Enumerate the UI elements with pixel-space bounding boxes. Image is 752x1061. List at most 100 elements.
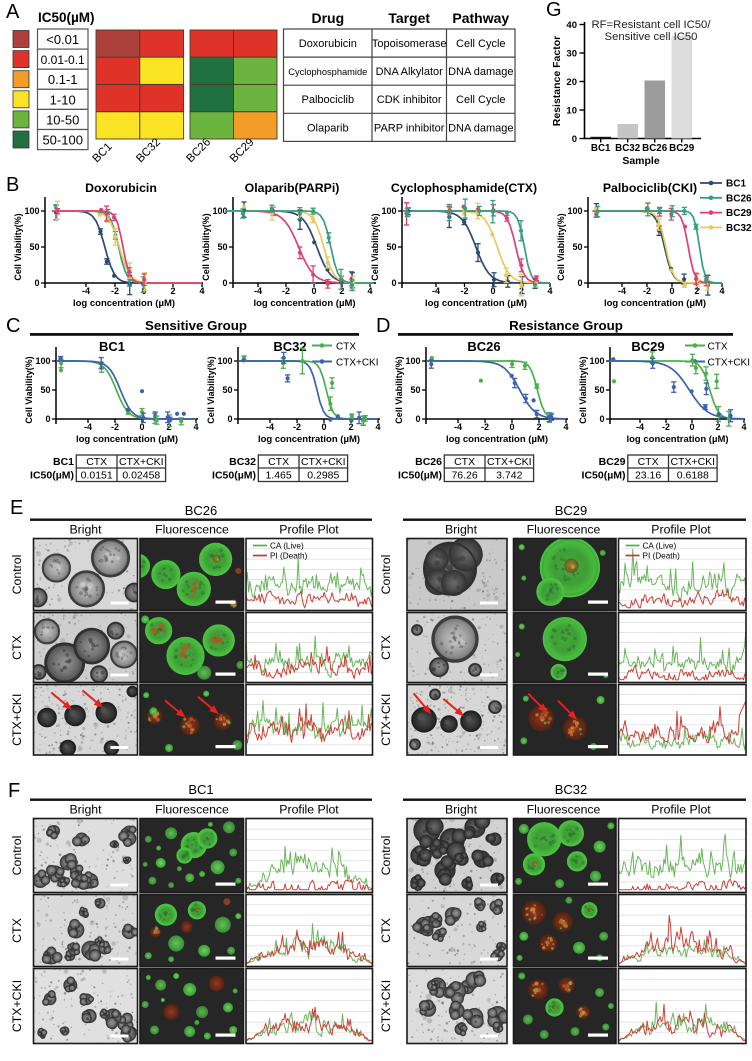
svg-text:CTX: CTX	[10, 918, 24, 943]
svg-text:40: 40	[566, 20, 577, 31]
svg-text:10-50: 10-50	[46, 112, 79, 127]
svg-text:log concentration (µM): log concentration (µM)	[446, 434, 548, 445]
svg-text:50-100: 50-100	[42, 133, 82, 148]
svg-text:-2: -2	[282, 286, 290, 296]
svg-text:-4: -4	[432, 286, 440, 296]
svg-text:50: 50	[222, 385, 232, 395]
svg-text:BC29: BC29	[669, 143, 695, 154]
svg-text:BC29: BC29	[555, 503, 588, 518]
svg-text:0: 0	[669, 286, 674, 296]
svg-text:IC50(µM): IC50(µM)	[582, 470, 626, 482]
svg-text:Sensitive cell IC50: Sensitive cell IC50	[605, 31, 698, 43]
svg-text:4: 4	[199, 286, 204, 296]
svg-text:Cell Viability(%): Cell Viability(%)	[394, 356, 404, 423]
svg-text:E: E	[10, 497, 23, 519]
svg-text:CTX: CTX	[268, 456, 289, 468]
svg-text:A: A	[6, 1, 20, 23]
svg-text:Cell Cycle: Cell Cycle	[456, 94, 506, 106]
svg-text:0: 0	[415, 414, 420, 424]
svg-text:100: 100	[212, 206, 227, 216]
svg-text:-2: -2	[111, 422, 119, 432]
svg-text:100: 100	[24, 206, 39, 216]
svg-text:Topoisomerase: Topoisomerase	[372, 38, 447, 50]
svg-text:BC32: BC32	[229, 456, 256, 468]
svg-text:CTX+CKI: CTX+CKI	[119, 456, 164, 468]
svg-text:C: C	[6, 315, 20, 337]
svg-text:2: 2	[694, 286, 699, 296]
svg-text:-4: -4	[454, 422, 462, 432]
svg-text:100: 100	[217, 356, 232, 366]
svg-text:BC1: BC1	[591, 143, 611, 154]
svg-text:BC1: BC1	[99, 339, 125, 354]
svg-text:0: 0	[599, 414, 604, 424]
svg-text:-4: -4	[636, 422, 644, 432]
svg-text:Bright: Bright	[69, 523, 102, 537]
svg-text:Drug: Drug	[311, 10, 344, 26]
svg-text:BC32: BC32	[273, 339, 306, 354]
svg-text:Doxorubicin: Doxorubicin	[299, 38, 357, 50]
svg-text:1.465: 1.465	[265, 470, 291, 482]
svg-text:CTX+CKI: CTX+CKI	[487, 456, 532, 468]
svg-text:30: 30	[566, 49, 577, 60]
svg-text:IC50(µM): IC50(µM)	[212, 470, 256, 482]
svg-text:0: 0	[391, 278, 396, 288]
svg-text:Cell Viability(%): Cell Viability(%)	[578, 356, 588, 423]
svg-text:100: 100	[567, 206, 582, 216]
svg-text:CDK inhibitor: CDK inhibitor	[377, 94, 442, 106]
svg-text:log concentration (µM): log concentration (µM)	[626, 434, 728, 445]
svg-text:0: 0	[490, 286, 495, 296]
svg-text:Olaparib: Olaparib	[307, 122, 349, 134]
svg-text:50: 50	[572, 242, 582, 252]
svg-text:BC26: BC26	[185, 503, 218, 518]
svg-text:log concentration (µM): log concentration (µM)	[425, 298, 527, 309]
svg-text:0: 0	[34, 278, 39, 288]
svg-text:3.742: 3.742	[496, 470, 522, 482]
svg-text:Cell Viability(%): Cell Viability(%)	[370, 213, 380, 280]
svg-text:Control: Control	[10, 836, 24, 876]
svg-text:log concentration (µM): log concentration (µM)	[76, 434, 178, 445]
svg-text:-4: -4	[266, 422, 274, 432]
svg-text:-2: -2	[111, 286, 119, 296]
svg-text:CTX: CTX	[336, 342, 356, 353]
svg-text:F: F	[8, 780, 20, 802]
svg-text:2: 2	[715, 422, 720, 432]
svg-text:BC32: BC32	[726, 223, 752, 234]
svg-text:0: 0	[311, 286, 316, 296]
svg-text:-4: -4	[618, 286, 626, 296]
svg-text:Pathway: Pathway	[452, 10, 509, 26]
svg-text:-2: -2	[662, 422, 670, 432]
svg-text:0.02458: 0.02458	[122, 470, 160, 482]
svg-text:DNA damage: DNA damage	[448, 66, 513, 78]
svg-text:0.2985: 0.2985	[307, 470, 339, 482]
svg-text:Cell Viability(%): Cell Viability(%)	[13, 213, 23, 280]
svg-text:0.01-0.1: 0.01-0.1	[41, 53, 85, 67]
svg-text:Target: Target	[388, 10, 430, 26]
svg-text:0.1-1: 0.1-1	[48, 72, 78, 87]
svg-text:Sensitive Group: Sensitive Group	[145, 318, 247, 333]
svg-text:20: 20	[566, 77, 577, 88]
svg-text:0: 0	[139, 422, 144, 432]
svg-text:log concentration (µM): log concentration (µM)	[253, 298, 355, 309]
svg-text:Profile Plot: Profile Plot	[279, 523, 339, 537]
svg-text:BC26: BC26	[642, 143, 668, 154]
svg-text:Profile Plot: Profile Plot	[651, 523, 711, 537]
svg-text:CTX: CTX	[10, 635, 24, 660]
svg-text:Olaparib(PARPi): Olaparib(PARPi)	[245, 181, 340, 195]
svg-text:Palbociclib(CKI): Palbociclib(CKI)	[603, 181, 697, 195]
svg-text:-2: -2	[481, 422, 489, 432]
svg-text:Cell Viability(%): Cell Viability(%)	[201, 213, 211, 280]
svg-text:1-10: 1-10	[50, 92, 76, 107]
svg-text:BC26: BC26	[415, 456, 442, 468]
svg-text:Fluorescence: Fluorescence	[155, 803, 229, 817]
svg-text:IC50(µM): IC50(µM)	[30, 470, 74, 482]
svg-text:BC26: BC26	[467, 339, 500, 354]
svg-text:0: 0	[509, 422, 514, 432]
svg-text:76.26: 76.26	[451, 470, 477, 482]
svg-text:Fluorescence: Fluorescence	[527, 523, 601, 537]
svg-text:-2: -2	[460, 286, 468, 296]
svg-text:100: 100	[405, 356, 420, 366]
svg-text:4: 4	[547, 286, 552, 296]
svg-text:2: 2	[536, 422, 541, 432]
svg-text:BC29: BC29	[599, 456, 626, 468]
svg-text:CTX: CTX	[708, 342, 728, 353]
